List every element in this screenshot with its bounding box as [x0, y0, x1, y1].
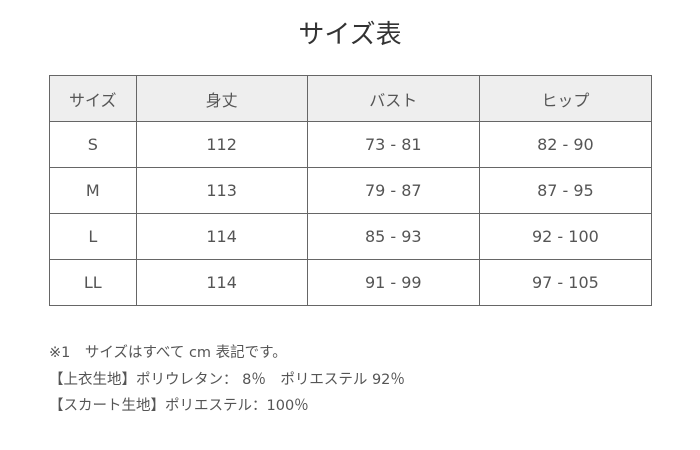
table-row: S 112 73 - 81 82 - 90 — [49, 121, 653, 168]
header-length: 身丈 — [135, 75, 308, 122]
header-size: サイズ — [49, 75, 137, 122]
cell-size: L — [49, 213, 137, 260]
size-table: サイズ 身丈 バスト ヒップ S 112 73 - 81 82 - 90 M 113 79 … — [49, 75, 653, 306]
cell-length: 112 — [135, 121, 308, 168]
cell-length: 114 — [135, 259, 308, 306]
cell-bust: 73 - 81 — [306, 121, 480, 168]
notes: ※1 サイズはすべて cm 表記です。 【上衣生地】ポリウレタン： 8％ ポリエ… — [49, 340, 405, 420]
cell-hip: 97 - 105 — [478, 259, 653, 306]
cell-hip: 92 - 100 — [478, 213, 653, 260]
cell-hip: 87 - 95 — [478, 167, 653, 214]
cell-size: S — [49, 121, 137, 168]
table-row: LL 114 91 - 99 97 - 105 — [49, 259, 653, 306]
page-title: サイズ表 — [298, 20, 402, 50]
cell-size: M — [49, 167, 137, 214]
table-row: M 113 79 - 87 87 - 95 — [49, 167, 653, 214]
table-header-row: サイズ 身丈 バスト ヒップ — [49, 75, 653, 122]
cell-bust: 91 - 99 — [306, 259, 480, 306]
cell-hip: 82 - 90 — [478, 121, 653, 168]
cell-length: 114 — [135, 213, 308, 260]
cell-size: LL — [49, 259, 137, 306]
note-top-fabric: 【上衣生地】ポリウレタン： 8％ ポリエステル 92％ — [49, 371, 405, 388]
note-units: ※1 サイズはすべて cm 表記です。 — [49, 345, 287, 361]
note-skirt-fabric: 【スカート生地】ポリエステル：100％ — [49, 398, 309, 414]
cell-bust: 79 - 87 — [306, 167, 480, 214]
header-bust: バスト — [306, 75, 480, 122]
cell-bust: 85 - 93 — [306, 213, 480, 260]
cell-length: 113 — [135, 167, 308, 214]
table-row: L 114 85 - 93 92 - 100 — [49, 213, 653, 260]
header-hip: ヒップ — [478, 75, 653, 122]
